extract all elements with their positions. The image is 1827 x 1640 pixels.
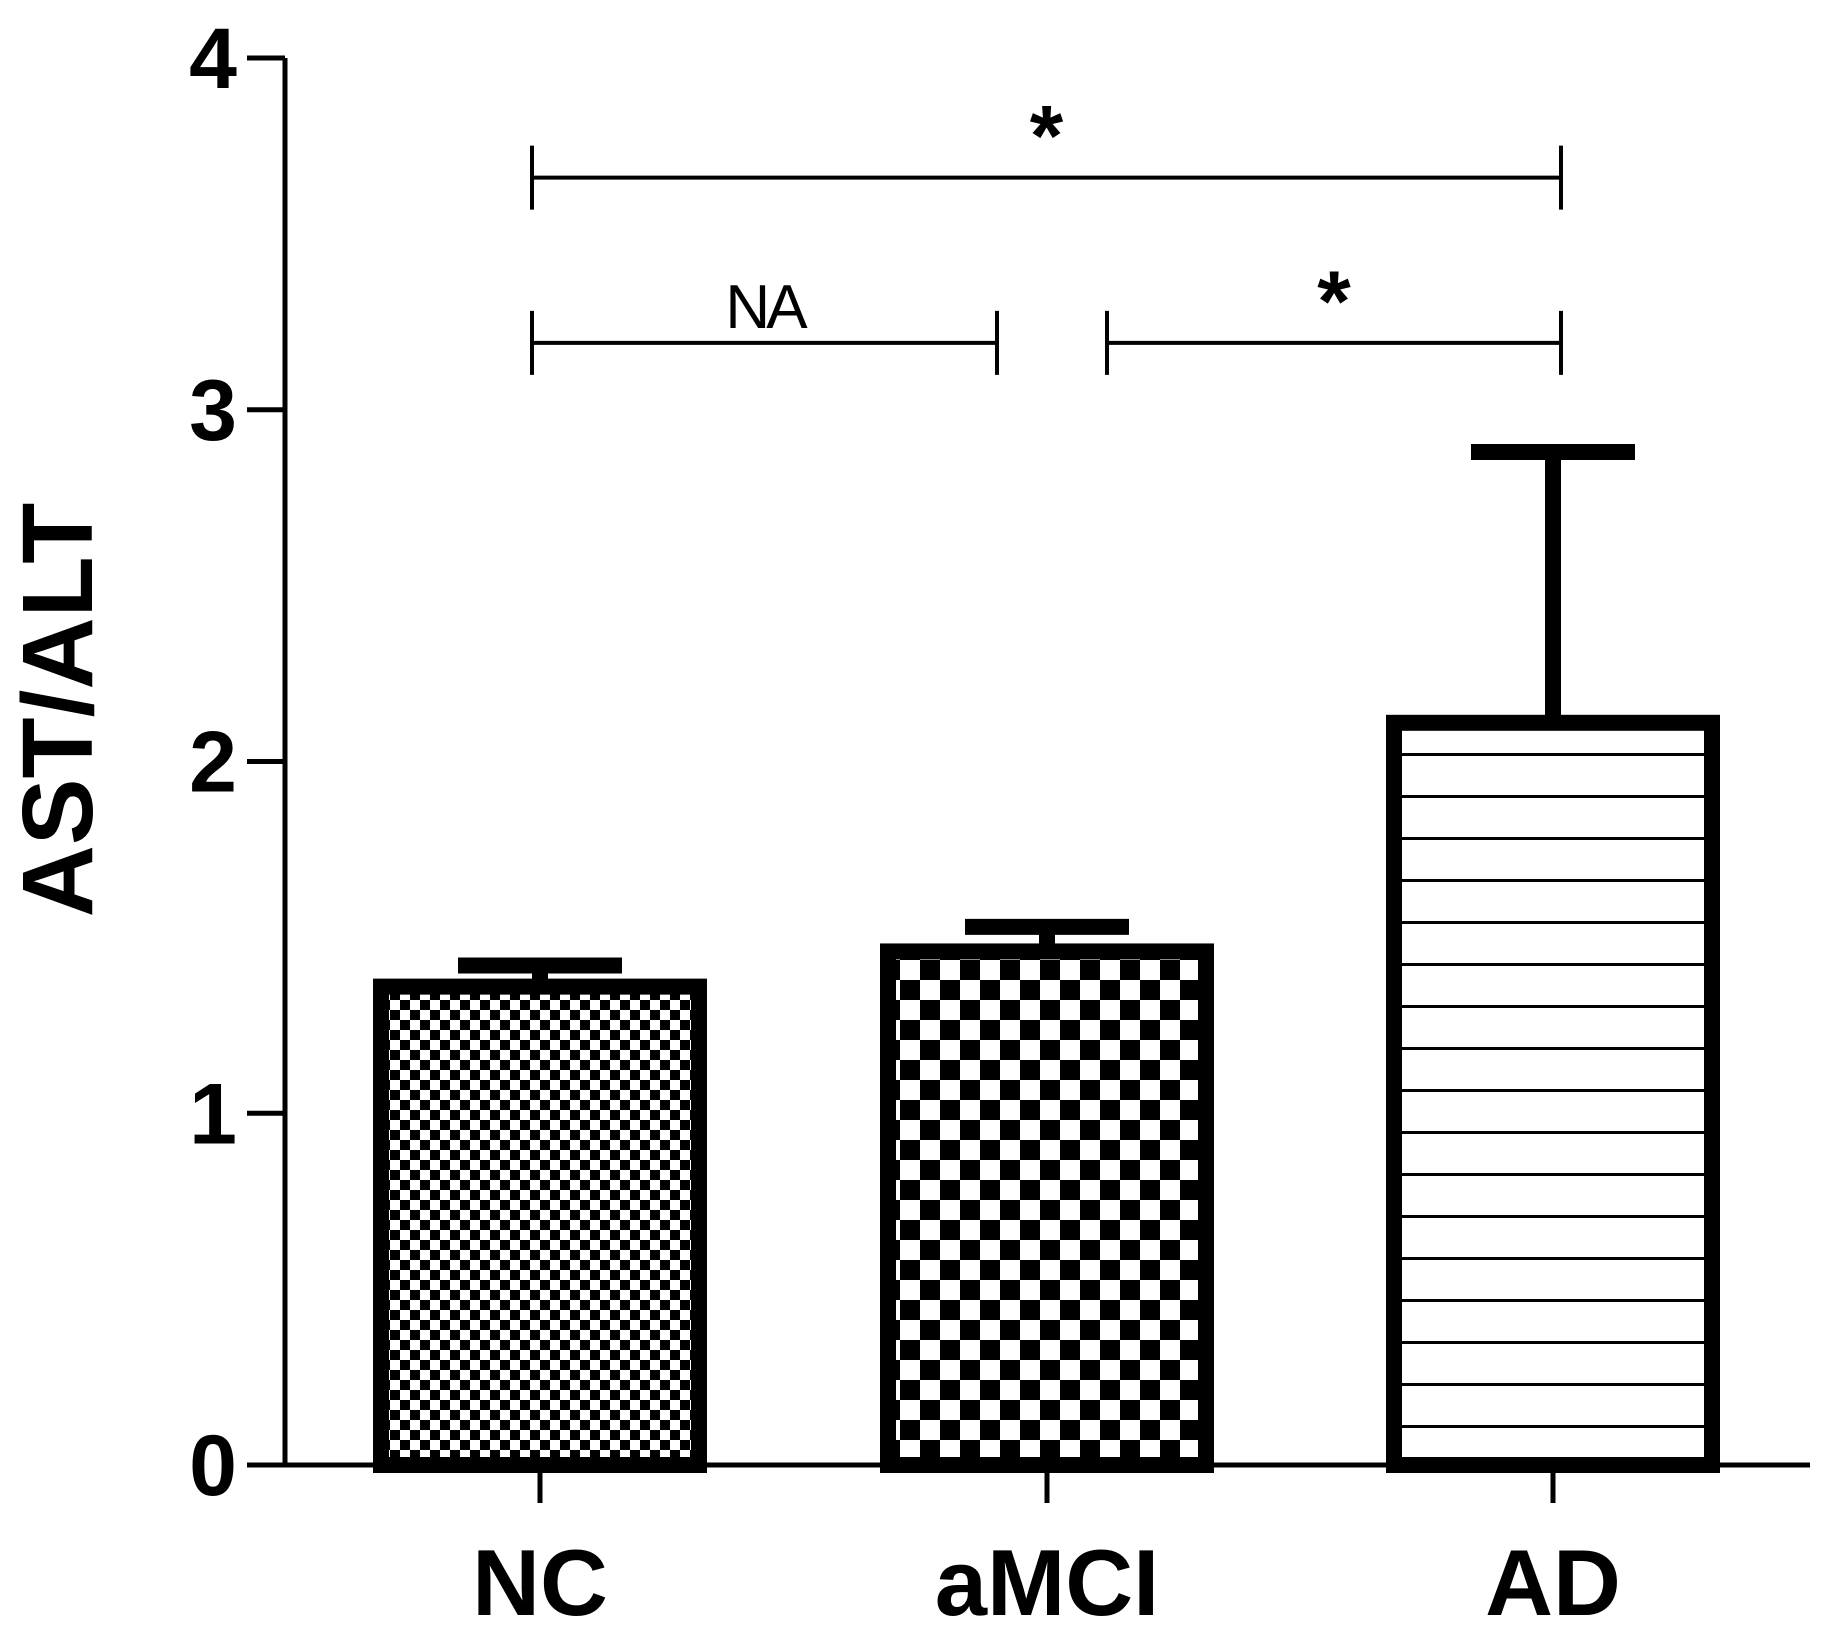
x-tick-label-nc: NC xyxy=(472,1530,608,1635)
y-tick-label: 4 xyxy=(189,11,237,107)
significance-label-2: * xyxy=(1317,254,1351,350)
y-tick-label: 2 xyxy=(189,715,237,811)
bar-nc xyxy=(373,978,707,1473)
significance-label-1: NA xyxy=(725,273,808,342)
y-tick-label: 1 xyxy=(189,1066,237,1162)
x-axis: NC aMCI AD xyxy=(247,1462,1810,1635)
bars xyxy=(373,714,1720,1473)
significance-brackets: * NA * xyxy=(530,89,1563,375)
bar-amci xyxy=(880,943,1214,1473)
bar-ad xyxy=(1386,714,1720,1473)
y-tick-label: 3 xyxy=(189,363,237,459)
y-axis-title: AST/ALT xyxy=(2,503,114,918)
x-tick-label-amci: aMCI xyxy=(935,1530,1160,1635)
y-axis: 0 1 2 3 4 xyxy=(189,11,288,1514)
x-tick-label-ad: AD xyxy=(1485,1530,1621,1635)
error-bars xyxy=(458,443,1635,987)
significance-label-0: * xyxy=(1030,89,1064,185)
y-tick-label: 0 xyxy=(189,1418,237,1514)
